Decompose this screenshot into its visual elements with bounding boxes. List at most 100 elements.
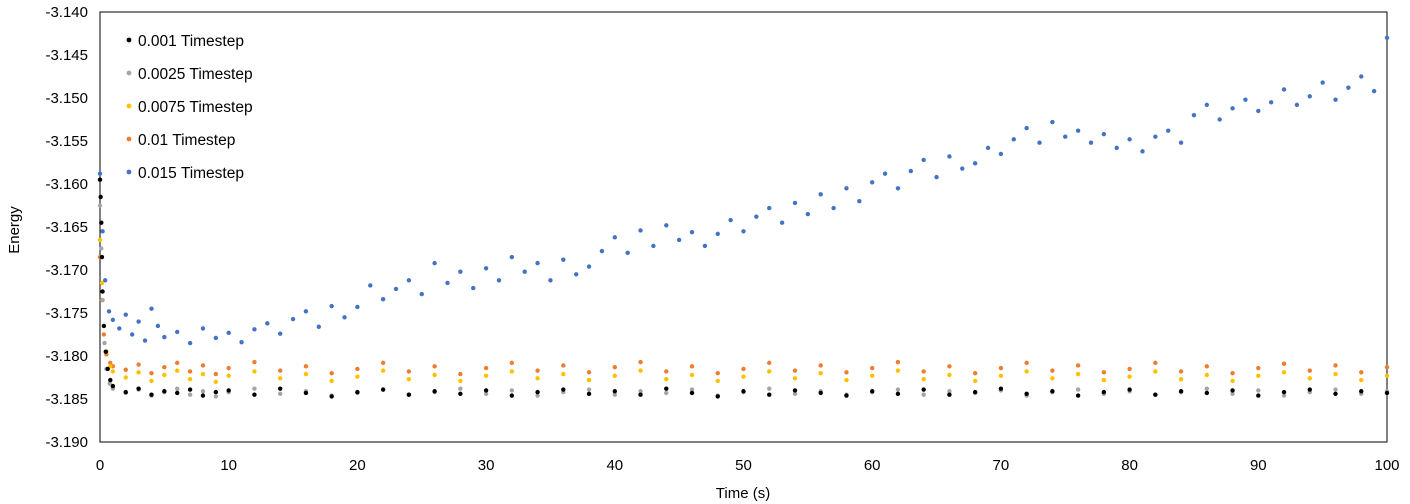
data-point [831, 205, 836, 211]
data-point [155, 323, 161, 329]
x-axis-ticks: 0 10 20 30 40 50 60 70 80 90 100 [96, 457, 1400, 474]
data-point [162, 372, 167, 378]
data-point [100, 229, 105, 234]
data-point [561, 387, 566, 392]
data-point [445, 280, 450, 286]
data-point [818, 371, 823, 376]
data-point [947, 389, 952, 394]
data-point [715, 231, 720, 237]
data-point [187, 340, 193, 346]
data-point [779, 220, 785, 225]
data-point [664, 386, 669, 391]
data-point [921, 369, 926, 374]
data-point [226, 388, 231, 393]
data-point [175, 390, 180, 396]
data-point [99, 254, 105, 260]
data-point [1178, 377, 1184, 382]
data-point [998, 373, 1004, 378]
data-point [689, 390, 695, 396]
data-point [844, 393, 849, 398]
data-point [1127, 366, 1132, 372]
data-point [149, 371, 154, 376]
data-point [303, 364, 309, 369]
data-point [1230, 391, 1235, 397]
data-point [471, 285, 476, 291]
data-point [625, 250, 630, 255]
data-point [1050, 368, 1055, 373]
data-point [110, 383, 116, 389]
data-point [175, 360, 180, 366]
data-point [329, 378, 334, 384]
y-axis-ticks: -3.140 -3.145 -3.150 -3.155 -3.160 -3.165 -3.1… [45, 4, 88, 451]
y-tick-label: -3.150 [45, 90, 88, 107]
data-point [998, 365, 1004, 371]
data-point [844, 186, 849, 191]
data-point [612, 364, 617, 370]
data-point [535, 393, 540, 398]
data-point [1024, 369, 1029, 374]
legend-label: 0.0025 Timestep [138, 66, 253, 83]
data-point [921, 387, 926, 392]
data-point [741, 374, 746, 379]
data-point [689, 372, 695, 378]
data-point [252, 327, 257, 332]
data-point [638, 368, 643, 373]
data-point [1127, 137, 1132, 142]
data-point [432, 389, 437, 394]
data-point [1075, 128, 1081, 133]
data-point [226, 365, 231, 371]
data-point [985, 145, 991, 151]
data-point [226, 330, 231, 335]
data-point [1333, 363, 1338, 368]
data-point [1294, 102, 1300, 108]
data-point [277, 368, 283, 373]
data-point [99, 280, 105, 286]
data-point [509, 254, 515, 260]
data-point [767, 386, 772, 391]
data-point [1024, 391, 1029, 397]
data-point [142, 338, 148, 343]
data-point [380, 387, 386, 392]
data-point [818, 390, 823, 396]
data-point [1268, 100, 1274, 105]
data-point [149, 392, 154, 397]
data-point [767, 205, 772, 211]
data-point [586, 264, 592, 269]
data-point [1153, 360, 1158, 366]
data-point [1050, 376, 1055, 381]
data-point [187, 377, 193, 382]
data-point [509, 388, 515, 393]
data-point [175, 386, 180, 391]
data-point [1359, 377, 1364, 383]
data-point [1063, 134, 1068, 139]
data-point [1230, 378, 1235, 384]
x-tick-label: 70 [993, 457, 1010, 474]
data-point [200, 363, 206, 368]
data-point [162, 334, 167, 340]
data-point [97, 237, 103, 243]
data-point [509, 360, 515, 366]
data-point [921, 377, 926, 382]
data-point [1256, 108, 1261, 114]
data-point [100, 289, 105, 294]
data-point [1371, 88, 1377, 94]
data-point [767, 360, 772, 366]
data-point [972, 371, 978, 376]
data-point [1256, 373, 1261, 378]
data-point [1384, 373, 1390, 378]
data-point [664, 369, 669, 374]
data-point [1204, 386, 1210, 391]
data-point [586, 370, 592, 375]
data-point [844, 377, 849, 383]
data-point [1153, 369, 1158, 374]
data-point [1024, 125, 1029, 131]
data-point [1050, 119, 1055, 125]
data-point [1333, 387, 1338, 392]
data-point [213, 379, 219, 384]
data-point [303, 371, 309, 377]
data-point [972, 389, 978, 395]
data-point [1178, 140, 1184, 145]
data-point [277, 386, 283, 391]
data-point [97, 203, 103, 208]
